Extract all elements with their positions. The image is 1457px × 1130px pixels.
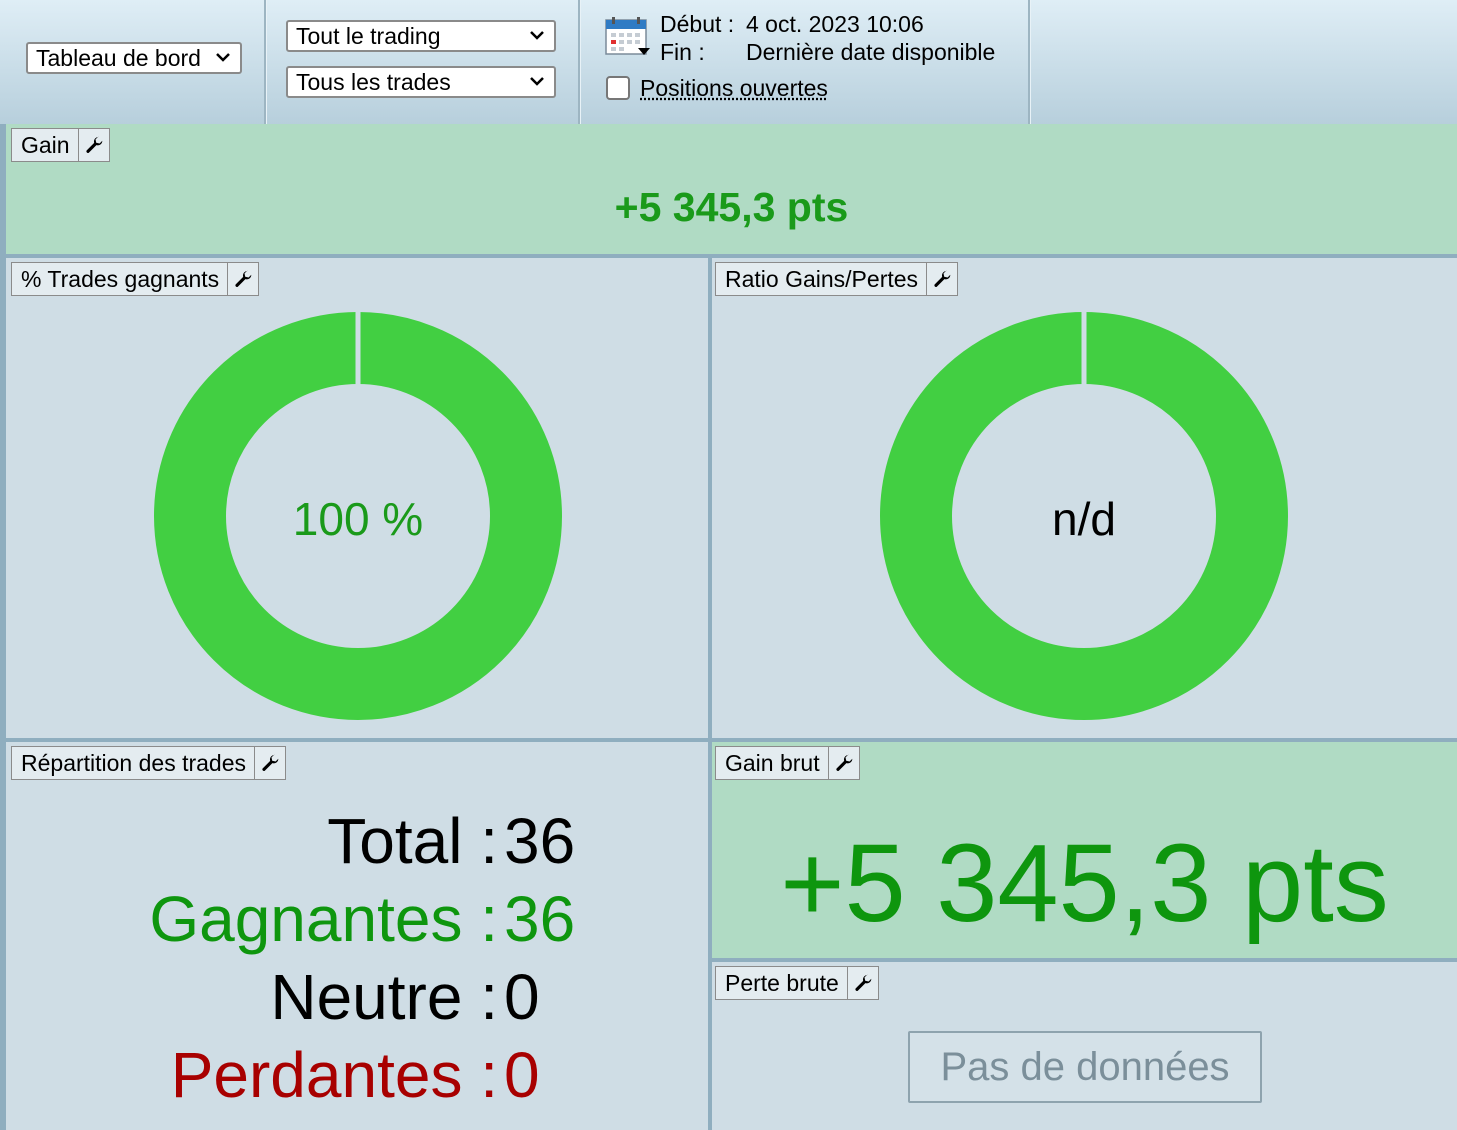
- neutral-label: Neutre :: [270, 961, 498, 1033]
- neutral-value: 0: [504, 961, 540, 1033]
- win-rate-panel-title: % Trades gagnants: [21, 266, 220, 292]
- trades-select-value: Tous les trades: [296, 69, 451, 95]
- total-value: 36: [504, 805, 576, 877]
- gross-loss-panel-title: Perte brute: [725, 970, 839, 996]
- win-rate-donut-gap: [355, 310, 361, 386]
- start-date-label: Début :: [660, 11, 735, 37]
- ratio-donut-gap: [1081, 310, 1087, 386]
- scope-select[interactable]: Tout le trading: [286, 20, 556, 52]
- gain-value: +5 345,3 pts: [614, 184, 849, 230]
- gain-panel-header: Gain: [11, 128, 110, 162]
- ratio-label: n/d: [1052, 493, 1116, 545]
- wrench-icon[interactable]: [254, 747, 285, 779]
- gross-gain-panel: Gain brut +5 345,3 pts: [712, 742, 1457, 958]
- ratio-donut: [880, 310, 1288, 720]
- gain-panel-title: Gain: [21, 132, 70, 158]
- start-date-value: 4 oct. 2023 10:06: [746, 11, 924, 37]
- wrench-icon[interactable]: [926, 263, 957, 295]
- calendar-icon[interactable]: [604, 16, 652, 58]
- gain-panel: Gain +5 345,3 pts: [6, 124, 1457, 254]
- distribution-panel-header: Répartition des trades: [11, 746, 287, 780]
- no-data-message: Pas de données: [908, 1031, 1262, 1103]
- chevron-down-icon: [530, 31, 544, 40]
- distribution-panel-title: Répartition des trades: [21, 750, 247, 776]
- win-rate-panel-header: % Trades gagnants: [11, 262, 260, 296]
- distribution-row-losing: Perdantes : 0: [6, 1040, 708, 1110]
- open-positions-label[interactable]: Positions ouvertes: [640, 75, 828, 101]
- win-rate-label: 100 %: [292, 493, 424, 545]
- distribution-panel: Répartition des trades Total : 36 Gagnan…: [6, 742, 708, 1130]
- scope-select-value: Tout le trading: [296, 23, 441, 49]
- gross-gain-value: +5 345,3 pts: [780, 822, 1389, 945]
- distribution-row-total: Total : 36: [6, 806, 708, 876]
- toolbar: Tableau de bord Tout le trading Tous les…: [0, 0, 1457, 125]
- wrench-icon[interactable]: [77, 129, 109, 161]
- total-label: Total :: [327, 805, 498, 877]
- open-positions-checkbox[interactable]: [606, 76, 630, 100]
- losing-value: 0: [504, 1039, 540, 1111]
- win-rate-panel: % Trades gagnants 100 %: [6, 258, 708, 738]
- win-rate-donut: [154, 310, 562, 720]
- winning-label: Gagnantes :: [149, 883, 498, 955]
- distribution-row-neutral: Neutre : 0: [6, 962, 708, 1032]
- gross-loss-panel-header: Perte brute: [715, 966, 879, 1000]
- ratio-panel: Ratio Gains/Pertes n/d: [712, 258, 1457, 738]
- ratio-panel-header: Ratio Gains/Pertes: [715, 262, 959, 296]
- wrench-icon[interactable]: [227, 263, 258, 295]
- distribution-row-winning: Gagnantes : 36: [6, 884, 708, 954]
- left-edge: [0, 124, 6, 1130]
- trades-select[interactable]: Tous les trades: [286, 66, 556, 98]
- wrench-icon[interactable]: [846, 967, 878, 999]
- view-select-value: Tableau de bord: [36, 45, 201, 71]
- ratio-panel-title: Ratio Gains/Pertes: [725, 266, 919, 292]
- chevron-down-icon: [530, 77, 544, 86]
- end-date-value: Dernière date disponible: [746, 39, 996, 65]
- winning-value: 36: [504, 883, 576, 955]
- wrench-icon[interactable]: [827, 747, 859, 779]
- view-select[interactable]: Tableau de bord: [26, 42, 242, 74]
- gross-gain-panel-title: Gain brut: [725, 750, 820, 776]
- end-date-label: Fin :: [660, 39, 705, 65]
- gross-gain-panel-header: Gain brut: [715, 746, 860, 780]
- chevron-down-icon: [216, 53, 230, 62]
- losing-label: Perdantes :: [170, 1039, 498, 1111]
